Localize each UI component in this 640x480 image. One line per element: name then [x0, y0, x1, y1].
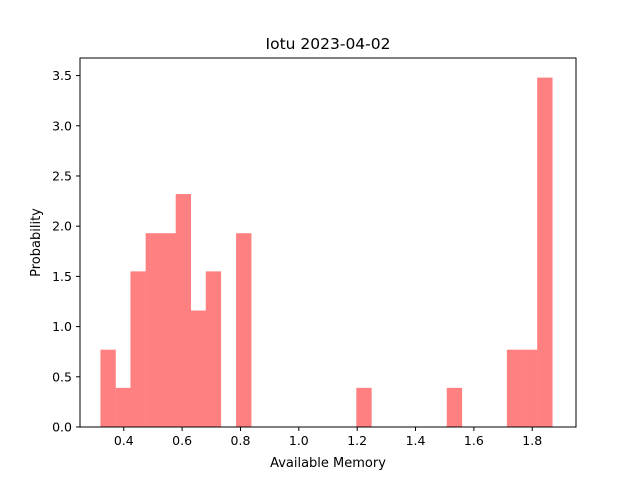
x-tick-label: 0.8 — [231, 433, 251, 448]
y-tick-label: 0.0 — [52, 420, 72, 435]
y-tick-label: 2.5 — [52, 168, 72, 183]
plot-frame — [79, 57, 577, 428]
bars-layer — [100, 77, 553, 427]
histogram-bar — [100, 349, 116, 427]
histogram-bar — [236, 233, 252, 427]
histogram-bar — [537, 77, 553, 427]
x-tick-label: 0.4 — [114, 433, 134, 448]
x-axis-ticks: 0.4 0.6 0.8 1.0 1.2 1.4 1.6 1.8 — [114, 427, 542, 448]
histogram-bar — [190, 310, 207, 427]
histogram-bar — [506, 349, 523, 427]
x-tick-label: 1.2 — [347, 433, 367, 448]
x-axis-label: Available Memory — [270, 456, 386, 471]
histogram-bar — [205, 271, 222, 427]
y-tick-label: 1.5 — [52, 269, 72, 284]
x-tick-label: 1.0 — [289, 433, 309, 448]
chart-title: Iotu 2023-04-02 — [266, 35, 391, 53]
histogram-bar — [446, 387, 463, 427]
histogram-bar — [522, 349, 538, 427]
y-tick-label: 2.0 — [52, 219, 72, 234]
x-tick-label: 1.8 — [522, 433, 542, 448]
y-tick-label: 3.0 — [52, 118, 72, 133]
y-tick-label: 3.5 — [52, 68, 72, 83]
x-tick-label: 0.6 — [172, 433, 192, 448]
histogram-bar — [160, 233, 177, 427]
histogram-bar — [145, 233, 162, 427]
histogram-bar — [356, 387, 372, 427]
y-axis-ticks: 0.0 0.5 1.0 1.5 2.0 2.5 3.0 3.5 — [52, 68, 80, 435]
x-tick-label: 1.4 — [406, 433, 426, 448]
y-tick-label: 1.0 — [52, 319, 72, 334]
histogram-bar — [130, 271, 146, 427]
histogram-bar — [115, 387, 131, 427]
x-tick-label: 1.6 — [464, 433, 484, 448]
histogram-bar — [175, 194, 192, 427]
y-axis-label: Probability — [29, 208, 44, 277]
y-tick-label: 0.5 — [52, 369, 72, 384]
